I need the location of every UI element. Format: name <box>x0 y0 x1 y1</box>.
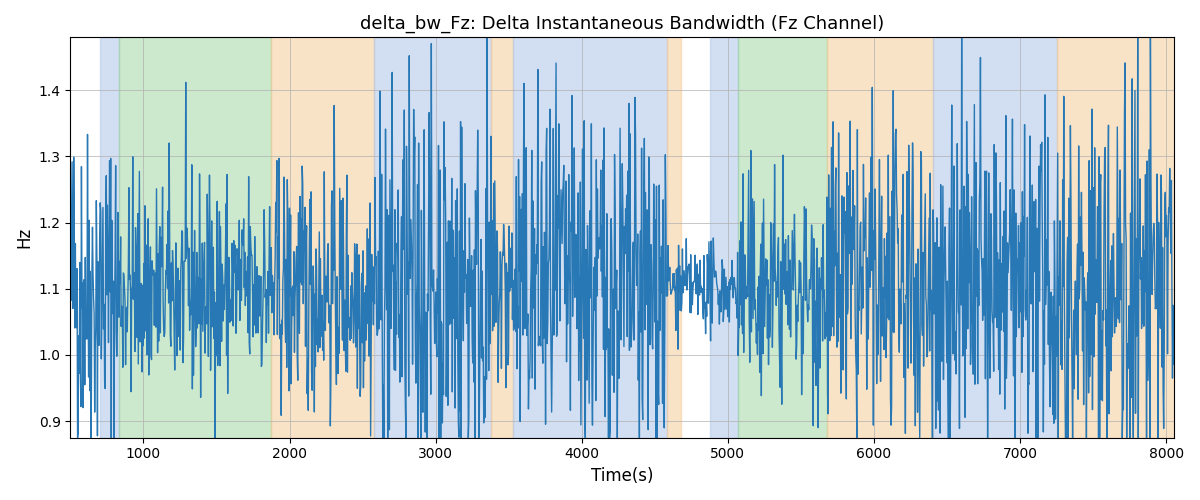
Bar <box>1057 38 1181 438</box>
X-axis label: Time(s): Time(s) <box>590 467 653 485</box>
Bar <box>100 38 119 438</box>
Bar <box>119 38 270 438</box>
Title: delta_bw_Fz: Delta Instantaneous Bandwidth (Fz Channel): delta_bw_Fz: Delta Instantaneous Bandwid… <box>360 15 884 34</box>
Y-axis label: Hz: Hz <box>14 227 32 248</box>
Bar <box>491 38 514 438</box>
Bar <box>710 38 738 438</box>
Bar <box>374 38 491 438</box>
Bar <box>932 38 1057 438</box>
Bar <box>738 38 827 438</box>
Bar <box>514 38 666 438</box>
Bar <box>666 38 682 438</box>
Bar <box>827 38 932 438</box>
Bar <box>270 38 374 438</box>
